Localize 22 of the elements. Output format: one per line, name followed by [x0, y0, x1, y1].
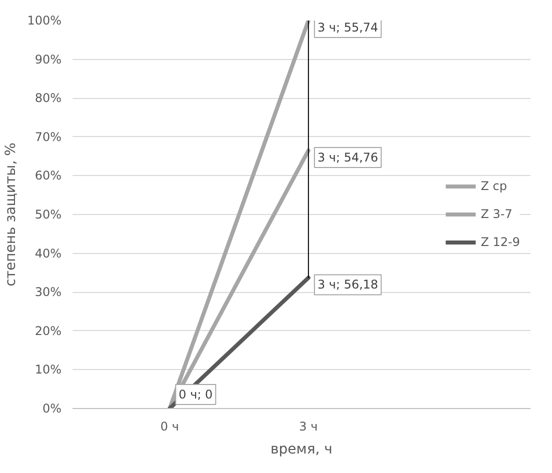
y-tick-label: 80% [34, 91, 62, 106]
y-tick-label: 90% [34, 52, 62, 66]
legend-label: Z 12-9 [480, 235, 520, 249]
y-tick-label: 50% [34, 208, 62, 222]
y-tick-label: 100% [27, 14, 62, 28]
y-axis-title: степень защиты, % [3, 142, 20, 286]
annotation: 3 ч; 54,76 [317, 150, 378, 164]
y-tick-label: 60% [34, 168, 62, 183]
y-tick-label: 20% [34, 324, 62, 338]
y-tick-label: 70% [34, 130, 62, 144]
legend-label: Z 3-7 [480, 207, 512, 221]
legend-label: Z ср [480, 179, 507, 193]
y-tick-label: 0% [42, 402, 62, 416]
x-tick-label: 0 ч [160, 420, 179, 434]
y-tick-label: 10% [34, 362, 62, 377]
annotation: 3 ч; 55,74 [317, 20, 378, 34]
x-axis-title: время, ч [270, 442, 332, 458]
annotation: 0 ч; 0 [178, 388, 213, 402]
y-tick-label: 40% [34, 246, 62, 260]
x-tick-label: 3 ч [299, 420, 318, 434]
annotation: 3 ч; 56,18 [317, 278, 378, 292]
y-tick-label: 30% [34, 285, 62, 300]
